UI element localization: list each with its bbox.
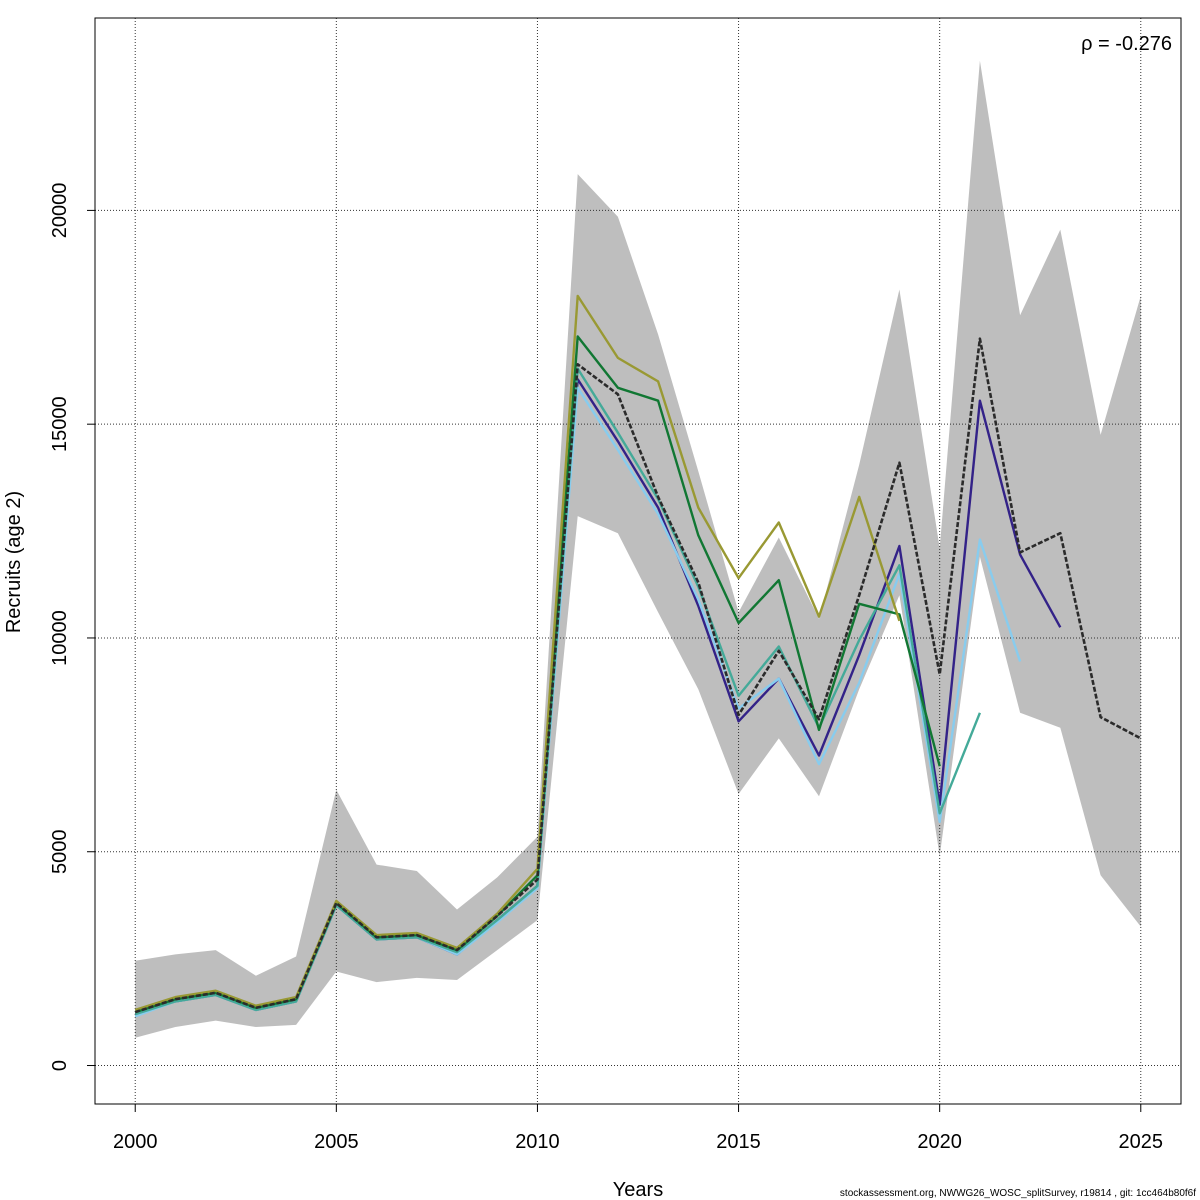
y-tick-label: 20000 bbox=[49, 183, 71, 239]
x-axis-title: Years bbox=[613, 1179, 663, 1200]
y-tick-label: 15000 bbox=[49, 396, 71, 452]
x-tick-label: 2005 bbox=[314, 1131, 359, 1153]
x-tick-label: 2025 bbox=[1119, 1131, 1164, 1153]
y-tick-label: 10000 bbox=[49, 610, 71, 666]
confidence-band bbox=[135, 60, 1141, 1038]
confidence-band-area bbox=[135, 60, 1141, 1038]
y-axis-title: Recruits (age 2) bbox=[3, 491, 25, 633]
x-tick-label: 2015 bbox=[716, 1131, 761, 1153]
x-tick-label: 2000 bbox=[113, 1131, 158, 1153]
series-lines bbox=[134, 294, 1142, 1018]
rho-annotation: ρ = -0.276 bbox=[1081, 33, 1172, 55]
series-line bbox=[134, 337, 1142, 1014]
y-axis: 0 5000 10000 15000 20000 bbox=[49, 183, 96, 1071]
y-tick-label: 0 bbox=[49, 1060, 71, 1071]
footer-note: stockassessment.org, NWWG26_WOSC_splitSu… bbox=[840, 1188, 1196, 1199]
x-tick-label: 2010 bbox=[515, 1131, 560, 1153]
x-axis: 2000 2005 2010 2015 2020 2025 bbox=[113, 1103, 1164, 1153]
x-tick-label: 2020 bbox=[917, 1131, 962, 1153]
series-line bbox=[134, 294, 901, 1012]
grid bbox=[95, 18, 1181, 1104]
y-tick-label: 5000 bbox=[49, 829, 71, 874]
